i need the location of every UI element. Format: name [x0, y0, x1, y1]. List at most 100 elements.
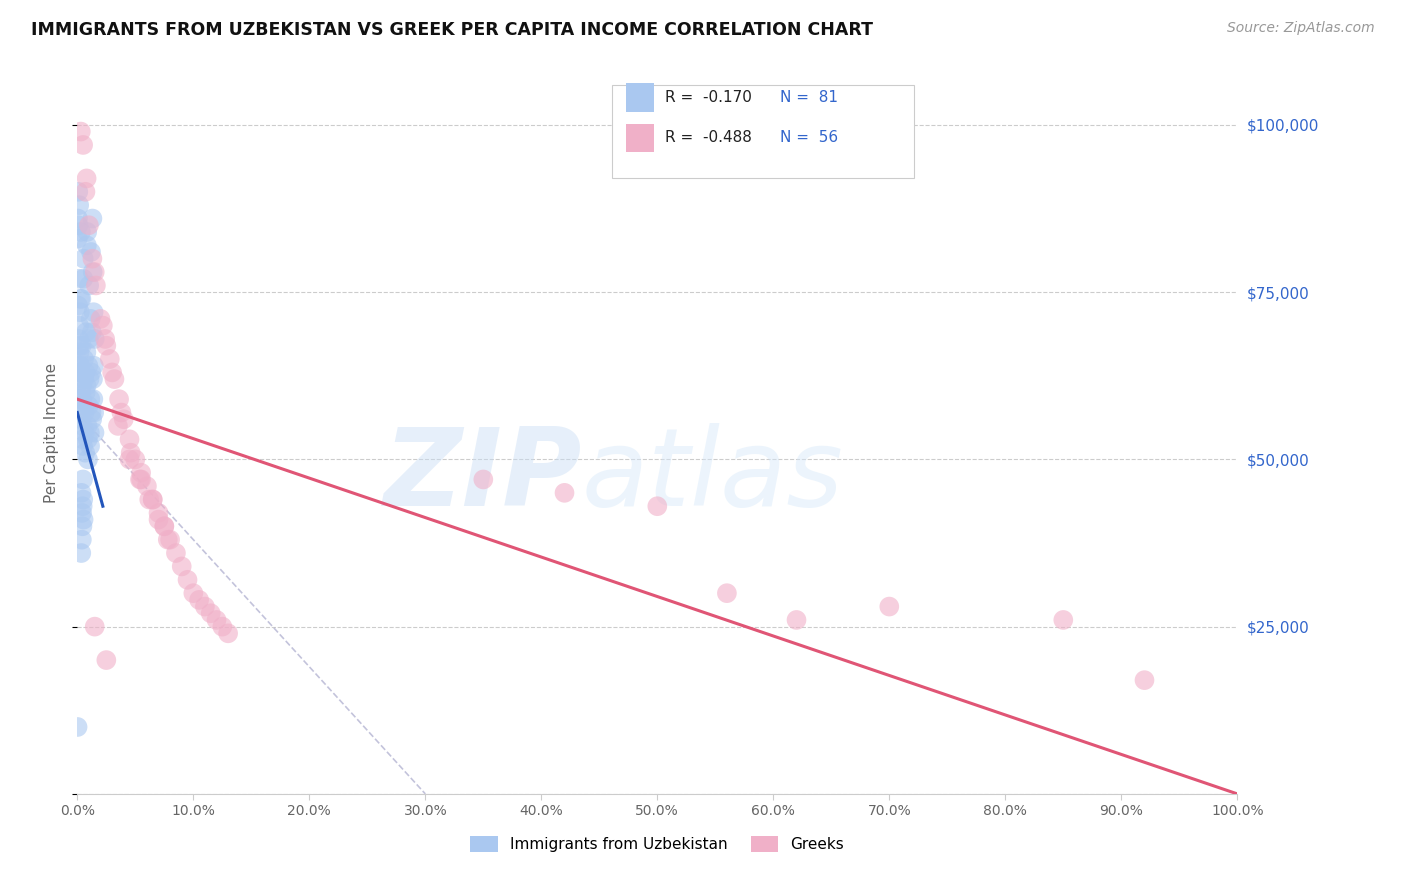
Point: [148, 512, 170, 526]
Point: [124, 452, 146, 467]
Point: [77, 452, 100, 467]
Point: [82, 372, 104, 386]
Point: [94, 332, 117, 346]
Point: [153, 519, 176, 533]
Point: [142, 492, 165, 507]
Point: [67, 185, 90, 199]
Point: [205, 613, 228, 627]
Point: [716, 586, 738, 600]
Text: N =  56: N = 56: [780, 130, 838, 145]
Point: [70, 378, 93, 392]
Point: [79, 439, 101, 453]
Point: [70, 339, 93, 353]
Point: [69, 366, 91, 380]
Point: [107, 419, 129, 434]
Point: [66, 232, 89, 246]
Point: [76, 378, 98, 392]
Point: [183, 586, 205, 600]
Point: [69, 305, 91, 319]
Point: [83, 425, 105, 440]
Point: [165, 546, 187, 560]
Point: [76, 238, 98, 252]
Point: [80, 405, 103, 420]
Point: [188, 592, 211, 607]
Point: [76, 225, 98, 239]
Point: [472, 473, 495, 487]
Point: [79, 372, 101, 386]
Point: [73, 372, 96, 386]
Point: [76, 433, 98, 447]
Point: [75, 385, 97, 400]
Point: [135, 479, 157, 493]
Point: [72, 492, 94, 507]
Point: [70, 546, 93, 560]
Point: [72, 473, 94, 487]
Point: [72, 419, 94, 434]
Point: [72, 271, 94, 285]
Point: [877, 599, 901, 614]
Point: [70, 506, 93, 520]
Point: [785, 613, 807, 627]
Point: [67, 219, 90, 233]
Point: [91, 318, 114, 333]
Point: [77, 399, 100, 413]
Point: [79, 312, 101, 326]
Point: [96, 653, 118, 667]
Point: [66, 720, 89, 734]
Point: [69, 399, 91, 413]
Point: [73, 352, 96, 367]
Point: [82, 392, 104, 407]
Point: [170, 559, 193, 574]
Point: [129, 473, 152, 487]
Text: Source: ZipAtlas.com: Source: ZipAtlas.com: [1227, 21, 1375, 36]
Point: [83, 332, 105, 346]
Point: [66, 298, 89, 313]
Point: [67, 392, 90, 407]
Text: IMMIGRANTS FROM UZBEKISTAN VS GREEK PER CAPITA INCOME CORRELATION CHART: IMMIGRANTS FROM UZBEKISTAN VS GREEK PER …: [31, 21, 873, 39]
Y-axis label: Per Capita Income: Per Capita Income: [44, 362, 59, 503]
Point: [82, 412, 104, 426]
Point: [83, 359, 105, 373]
Point: [159, 533, 181, 547]
Point: [176, 573, 198, 587]
Point: [69, 405, 91, 420]
Text: atlas: atlas: [582, 424, 844, 528]
Point: [77, 359, 100, 373]
Point: [69, 385, 91, 400]
Point: [76, 171, 98, 186]
Point: [69, 366, 91, 380]
Point: [148, 506, 170, 520]
Point: [72, 512, 94, 526]
Point: [84, 278, 107, 293]
Text: N =  81: N = 81: [780, 90, 838, 105]
Point: [69, 359, 91, 373]
Point: [69, 292, 91, 306]
Point: [79, 392, 101, 407]
Point: [75, 366, 97, 380]
Point: [82, 265, 104, 279]
Point: [77, 219, 100, 233]
Text: R =  -0.170: R = -0.170: [665, 90, 752, 105]
Point: [211, 619, 233, 633]
Point: [80, 366, 103, 380]
Point: [70, 533, 93, 547]
Point: [73, 405, 96, 420]
Point: [138, 492, 160, 507]
Point: [67, 318, 90, 333]
Point: [67, 366, 90, 380]
Point: [70, 412, 93, 426]
Point: [79, 425, 101, 440]
Point: [75, 326, 97, 340]
Point: [200, 607, 222, 621]
Point: [82, 211, 104, 226]
Point: [118, 452, 141, 467]
Point: [83, 405, 105, 420]
Point: [129, 466, 152, 480]
Point: [80, 244, 103, 259]
Point: [1133, 673, 1156, 688]
Point: [112, 412, 135, 426]
Point: [142, 492, 165, 507]
Point: [101, 366, 124, 380]
Point: [70, 485, 93, 500]
Point: [70, 392, 93, 407]
